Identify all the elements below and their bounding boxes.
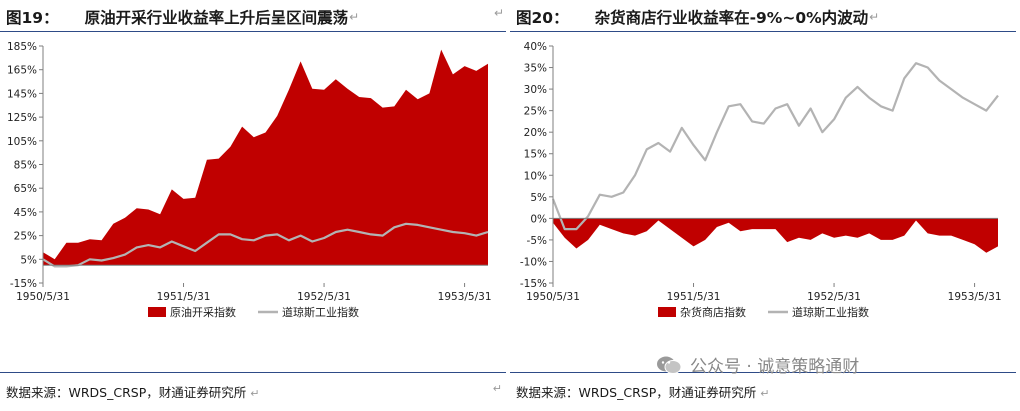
chart-20-svg: -15% -10% -5% 0% 5% 10% 15% 20% 25% 30% 35% 40% 1950…	[520, 41, 1002, 319]
y-tick-label: 145%	[7, 88, 37, 100]
legend-label-line: 道琼斯工业指数	[282, 305, 359, 319]
y-tick-label: -15%	[520, 278, 547, 290]
y-tick-label: 65%	[14, 183, 37, 195]
x-tick-label: 1953/5/31	[438, 291, 492, 303]
y-tick-label: 20%	[524, 127, 547, 139]
figure-title-text: 原油开采行业收益率上升后呈区间震荡	[84, 9, 349, 27]
y-tick-label: 40%	[524, 41, 547, 53]
figure-title: 图20： 杂货商店行业收益率在-9%~0%内波动 ↵	[516, 4, 1014, 30]
x-tick-label: 1951/5/31	[667, 291, 721, 303]
y-tick-label: 25%	[14, 231, 37, 243]
y-tick-label: 45%	[14, 207, 37, 219]
source-text: 数据来源：WRDS_CRSP，财通证券研究所	[6, 385, 247, 400]
source-note: 数据来源：WRDS_CRSP，财通证券研究所 ↵	[516, 382, 769, 401]
series-line-道琼斯工业指数	[551, 62, 999, 231]
x-tick-label: 1951/5/31	[157, 291, 211, 303]
legend-swatch-area	[658, 307, 676, 317]
figure-number: 图19：	[6, 9, 59, 27]
watermark-text: 公众号 · 诚意策略通财	[690, 357, 860, 377]
legend-label-area: 原油开采指数	[170, 305, 236, 319]
x-tick-label: 1952/5/31	[297, 291, 351, 303]
paragraph-mark-icon: ↵	[493, 6, 504, 20]
figure-number: 图20：	[516, 9, 569, 27]
series-line-道琼斯工业指数	[42, 222, 489, 268]
y-tick-label: 85%	[14, 160, 37, 172]
y-tick-label: 105%	[7, 136, 37, 148]
y-tick-label: 165%	[7, 65, 37, 77]
y-tick-label: 0%	[530, 213, 547, 225]
x-tick-label: 1953/5/31	[948, 291, 1002, 303]
figure-20-panel: 图20： 杂货商店行业收益率在-9%~0%内波动 ↵ -15% -10% -5% 0%…	[510, 0, 1020, 411]
legend-label-area: 杂货商店指数	[680, 305, 746, 319]
paragraph-mark-icon: ↵	[349, 10, 360, 24]
source-text: 数据来源：WRDS_CRSP，财通证券研究所	[516, 385, 757, 400]
x-tick-label: 1950/5/31	[16, 291, 70, 303]
y-tick-label: 10%	[524, 170, 547, 182]
y-tick-label: -5%	[527, 235, 547, 247]
figure-title: 图19： 原油开采行业收益率上升后呈区间震荡 ↵	[6, 4, 504, 30]
y-tick-label: 35%	[524, 63, 547, 75]
x-tick-label: 1952/5/31	[807, 291, 861, 303]
paragraph-mark-icon: ↵	[250, 387, 260, 400]
y-tick-label: 5%	[20, 254, 37, 266]
paragraph-mark-icon: ↵	[492, 382, 502, 395]
y-tick-label: -10%	[520, 256, 547, 268]
watermark: 公众号 · 诚意策略通财	[656, 352, 859, 377]
y-tick-label: -15%	[10, 278, 37, 290]
series-area-原油开采指数	[43, 49, 488, 266]
y-tick-label: 185%	[7, 41, 37, 53]
paragraph-mark-icon: ↵	[869, 10, 880, 24]
source-note: 数据来源：WRDS_CRSP，财通证券研究所 ↵	[6, 382, 259, 401]
chart-19-svg: -15% 5% 25% 45% 65% 85% 105% 125% 145% 165% 185% 19…	[7, 41, 492, 319]
y-tick-label: 15%	[524, 149, 547, 161]
legend-label-line: 道琼斯工业指数	[792, 305, 869, 319]
title-divider	[510, 31, 1016, 32]
source-divider	[510, 372, 1016, 373]
figure-title-text: 杂货商店行业收益率在-9%~0%内波动	[594, 9, 869, 27]
series-area-杂货商店指数	[553, 218, 998, 253]
wechat-icon	[657, 356, 682, 374]
paragraph-mark-icon: ↵	[760, 387, 770, 400]
y-tick-label: 125%	[7, 112, 37, 124]
source-divider	[0, 372, 506, 373]
title-divider	[0, 31, 506, 32]
y-tick-label: 30%	[524, 84, 547, 96]
x-tick-label: 1950/5/31	[526, 291, 580, 303]
legend-swatch-area	[148, 307, 166, 317]
figure-19-panel: 图19： 原油开采行业收益率上升后呈区间震荡 ↵ -15% 5% 25% 45% 65%…	[0, 4, 506, 401]
y-tick-label: 5%	[530, 192, 547, 204]
y-tick-label: 25%	[524, 106, 547, 118]
